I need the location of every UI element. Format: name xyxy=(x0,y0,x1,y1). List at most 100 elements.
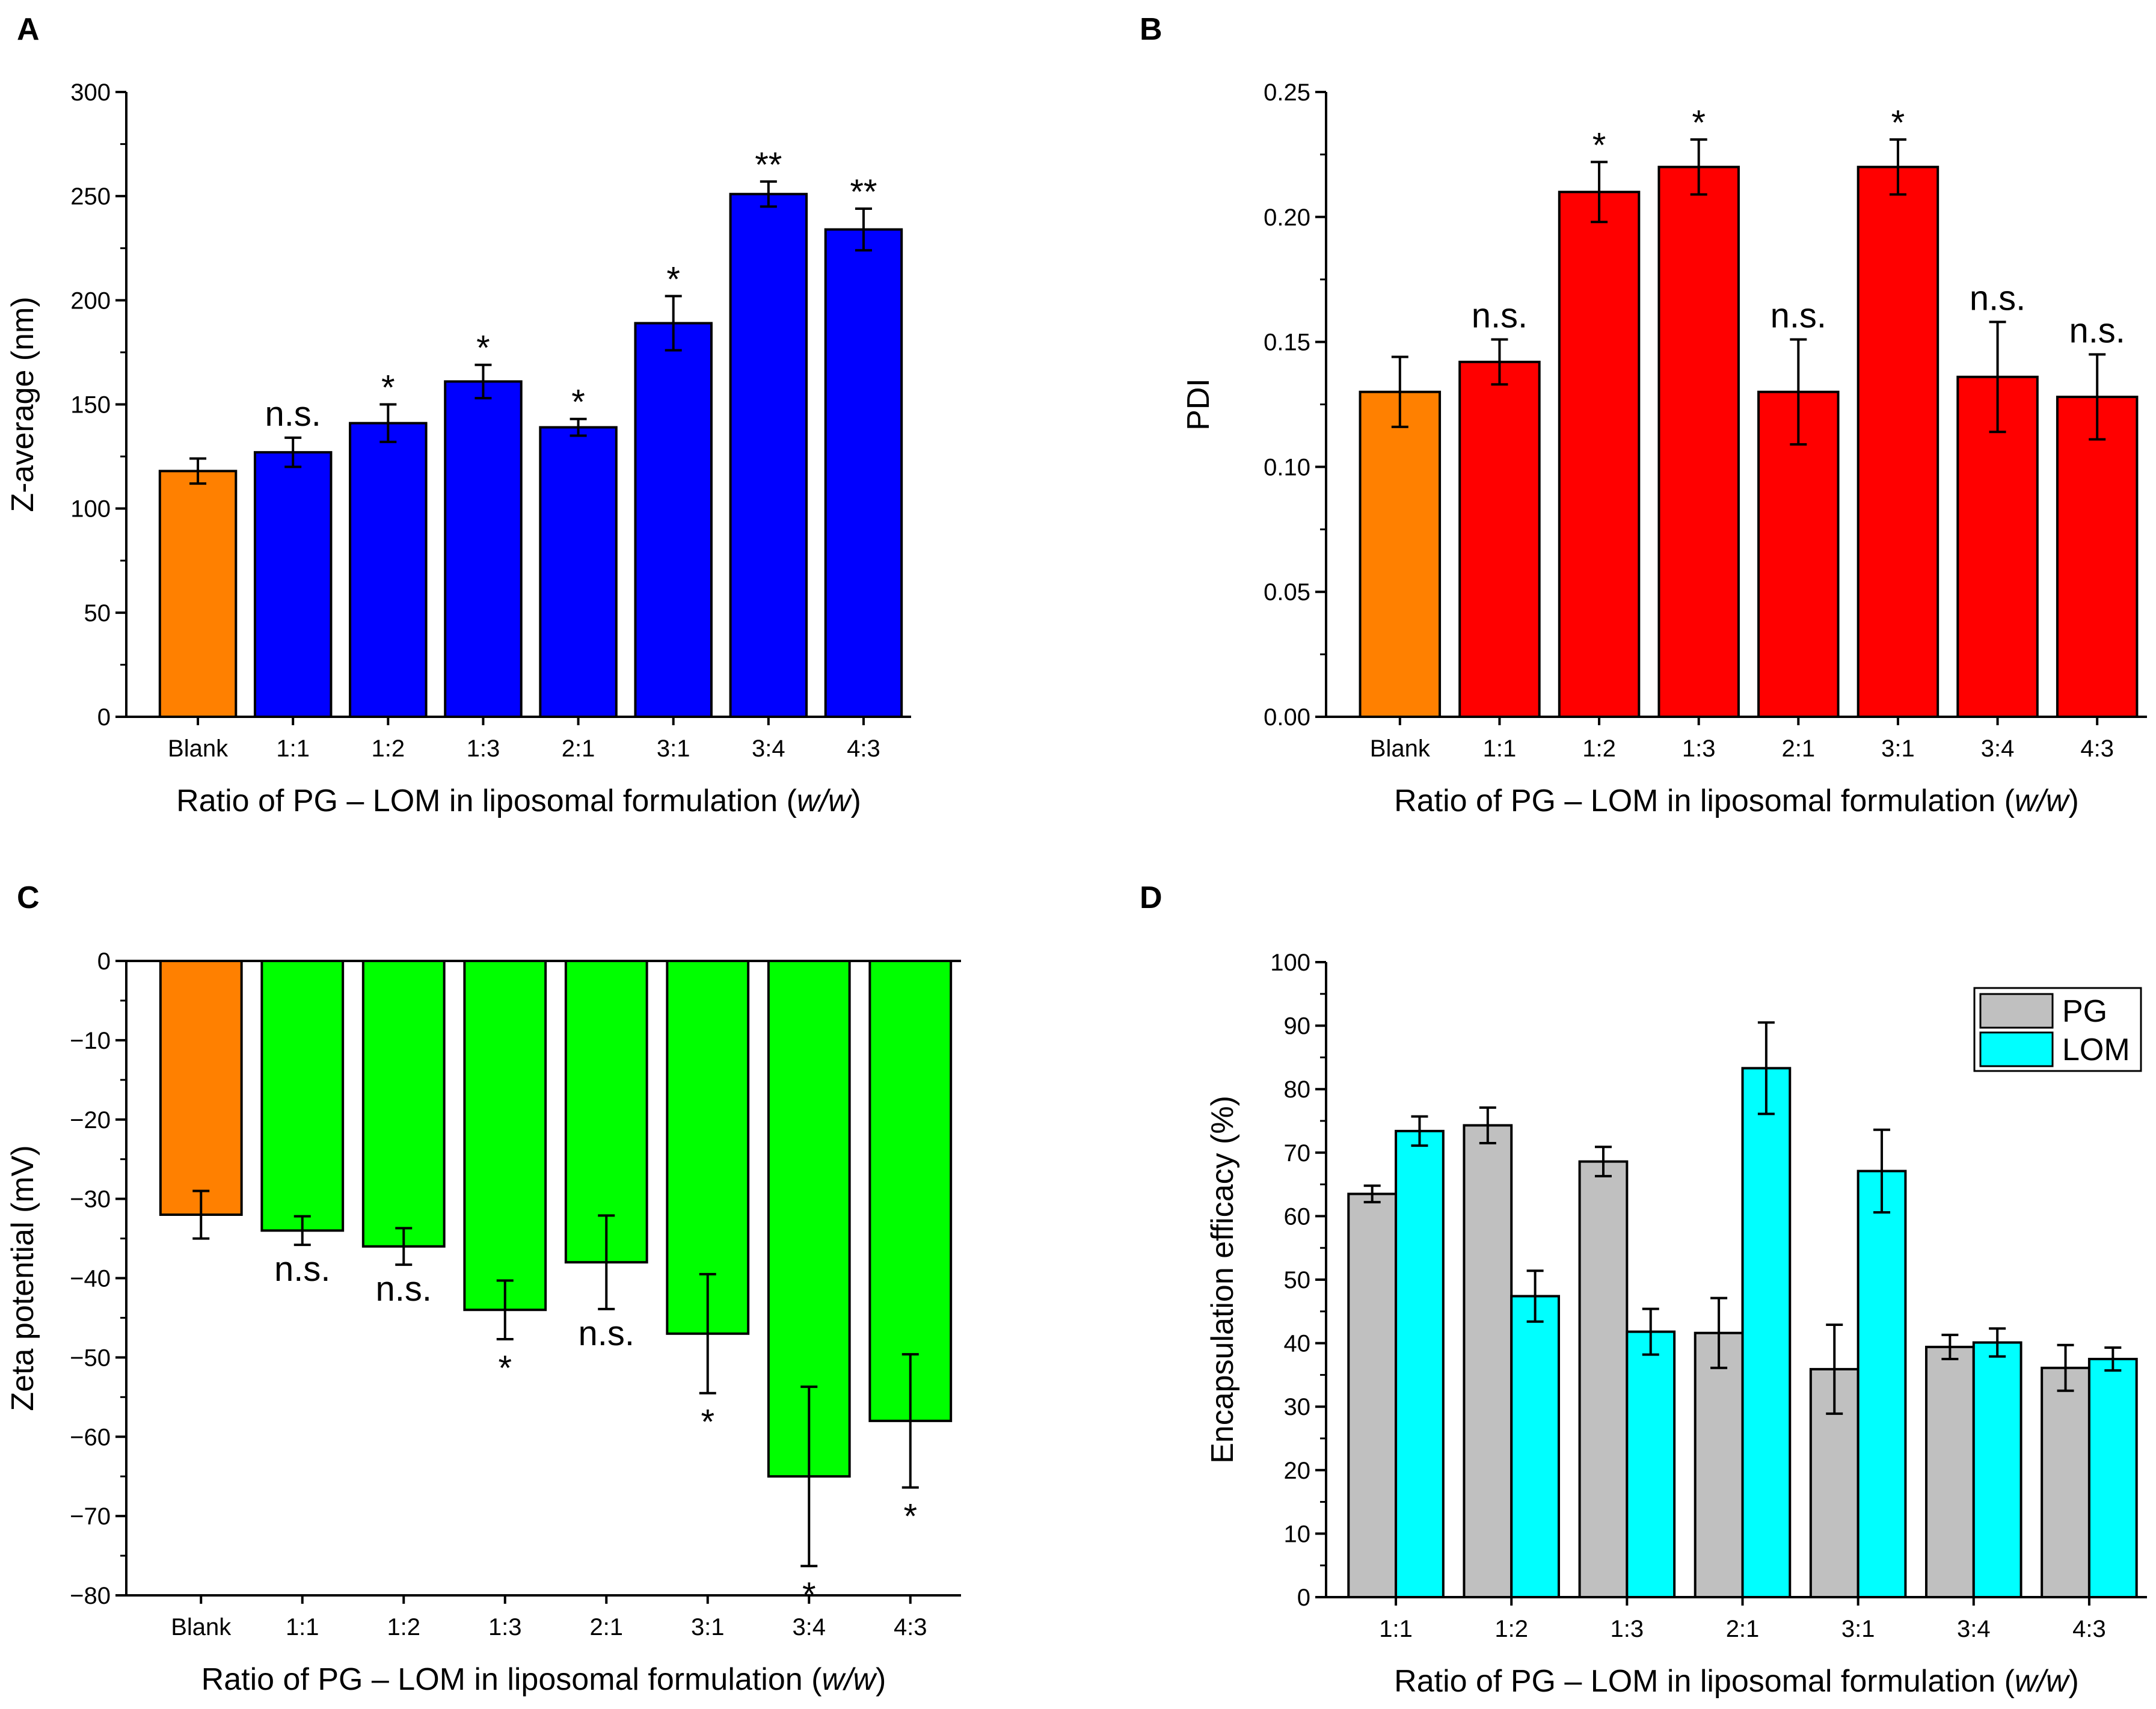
bar-lom-1:2 xyxy=(1510,1295,1560,1599)
x-tick-label: 4:3 xyxy=(2072,1616,2106,1642)
y-tick-label: 250 xyxy=(70,183,111,210)
bar-4:3 xyxy=(868,960,953,1422)
bar-pg-1:1 xyxy=(1347,1192,1398,1598)
bar-1:3 xyxy=(463,960,547,1312)
x-axis-title: Ratio of PG – LOM in liposomal formulati… xyxy=(1394,1664,2079,1699)
significance-label: ** xyxy=(850,173,877,212)
x-tick-label: 3:4 xyxy=(792,1614,826,1640)
significance-label: * xyxy=(498,1349,512,1388)
x-tick-label: 1:3 xyxy=(488,1614,522,1640)
y-tick-label: −80 xyxy=(70,1583,111,1609)
significance-label: n.s. xyxy=(376,1269,432,1309)
panel-b-label: B xyxy=(1140,12,1162,47)
x-tick-label: 1:3 xyxy=(1682,735,1716,762)
x-tick-label: 1:3 xyxy=(467,735,500,762)
y-tick-label: 0 xyxy=(1297,1585,1310,1611)
y-tick-label: 150 xyxy=(70,392,111,419)
x-axis-title: Ratio of PG – LOM in liposomal formulati… xyxy=(201,1662,886,1697)
panel-a-label: A xyxy=(17,12,40,47)
significance-label: * xyxy=(1592,126,1606,165)
y-axis-title: Z-average (nm) xyxy=(5,296,40,512)
bar-4:3 xyxy=(2056,396,2139,718)
bar-1:1 xyxy=(260,960,345,1232)
y-tick-label: 0.15 xyxy=(1264,330,1310,356)
y-tick-label: 100 xyxy=(70,496,111,523)
y-tick-label: 0 xyxy=(97,948,111,975)
y-tick-label: −40 xyxy=(70,1266,111,1292)
bar-Blank xyxy=(158,470,238,718)
significance-label: * xyxy=(571,383,585,422)
bar-1:3 xyxy=(444,380,523,718)
bar-4:3 xyxy=(824,228,903,718)
bar-1:2 xyxy=(349,422,428,718)
bar-lom-3:4 xyxy=(1972,1341,2022,1598)
significance-label: n.s. xyxy=(265,394,321,434)
bar-lom-4:3 xyxy=(2087,1358,2138,1598)
y-tick-label: 70 xyxy=(1284,1140,1311,1167)
bar-Blank xyxy=(159,960,243,1216)
significance-label: * xyxy=(666,260,680,299)
bar-Blank xyxy=(1359,390,1442,718)
x-tick-label: 1:2 xyxy=(1582,735,1616,762)
bar-pg-3:4 xyxy=(1925,1345,1975,1599)
y-tick-label: 50 xyxy=(1284,1267,1311,1293)
x-tick-label: 3:4 xyxy=(752,735,785,762)
x-tick-label: 1:2 xyxy=(372,735,405,762)
bar-lom-2:1 xyxy=(1741,1067,1792,1599)
legend-swatch-pg xyxy=(1979,993,2054,1029)
chart-c-zeta-potential: 0 −10 −20 −30 −40 −50 −60 −70 −80 Zeta potential … xyxy=(5,948,961,1697)
chart-a-z-average: 0 50 100 150 200 250 300 Z-average (nm) Ratio of… xyxy=(5,79,911,818)
y-axis-title: Zeta potential (mV) xyxy=(5,1145,40,1411)
x-tick-label: 2:1 xyxy=(589,1614,623,1640)
x-tick-label: 2:1 xyxy=(562,735,595,762)
x-tick-label: Blank xyxy=(168,735,229,762)
y-tick-label: 20 xyxy=(1284,1458,1311,1484)
legend-label-lom: LOM xyxy=(2062,1032,2130,1067)
y-tick-label: 10 xyxy=(1284,1521,1311,1547)
x-tick-label: Blank xyxy=(171,1614,232,1640)
bar-1:3 xyxy=(1657,165,1740,718)
y-tick-label: 0.25 xyxy=(1264,79,1310,106)
x-axis-title: Ratio of PG – LOM in liposomal formulati… xyxy=(1394,784,2079,818)
significance-label: * xyxy=(903,1497,917,1536)
y-tick-label: 100 xyxy=(1270,950,1310,976)
y-tick-label: 0 xyxy=(97,704,111,731)
panel-c-label: C xyxy=(17,880,40,915)
x-tick-label: 4:3 xyxy=(894,1614,927,1640)
x-tick-label: 3:1 xyxy=(691,1614,725,1640)
bar-3:1 xyxy=(1857,165,1939,718)
chart-d-encapsulation-efficacy: 0 10 20 30 40 50 60 70 80 90 100 Encapsulation effi… xyxy=(1205,950,2147,1699)
legend-label-pg: PG xyxy=(2062,994,2107,1029)
y-tick-label: 0.00 xyxy=(1264,704,1310,731)
y-tick-label: 90 xyxy=(1284,1013,1311,1040)
significance-label: * xyxy=(476,329,490,368)
bar-pg-4:3 xyxy=(2041,1366,2090,1598)
bar-1:1 xyxy=(253,451,333,718)
x-tick-label: 1:3 xyxy=(1611,1616,1644,1642)
significance-label: n.s. xyxy=(1970,278,2026,318)
x-tick-label: 2:1 xyxy=(1782,735,1816,762)
x-tick-label: Blank xyxy=(1370,735,1431,762)
x-tick-label: 2:1 xyxy=(1726,1616,1760,1642)
y-axis-title: Encapsulation efficacy (%) xyxy=(1205,1096,1240,1464)
significance-label: * xyxy=(701,1403,714,1442)
y-tick-label: 0.05 xyxy=(1264,579,1310,606)
bar-1:1 xyxy=(1458,360,1541,718)
y-tick-label: 200 xyxy=(70,287,111,314)
y-tick-label: −60 xyxy=(70,1424,111,1450)
bar-1:2 xyxy=(361,960,446,1248)
x-tick-label: 4:3 xyxy=(2080,735,2114,762)
bar-pg-2:1 xyxy=(1694,1331,1744,1599)
x-tick-label: 1:2 xyxy=(1494,1616,1528,1642)
y-tick-label: 0.20 xyxy=(1264,204,1310,231)
significance-label: n.s. xyxy=(1771,296,1827,335)
x-tick-label: 3:1 xyxy=(657,735,690,762)
significance-label: n.s. xyxy=(2069,311,2125,350)
x-tick-label: 1:2 xyxy=(387,1614,420,1640)
y-tick-label: 300 xyxy=(70,79,111,106)
bar-lom-3:1 xyxy=(1857,1170,1907,1598)
y-tick-label: 50 xyxy=(84,600,111,627)
bar-3:1 xyxy=(634,322,713,718)
y-tick-label: 80 xyxy=(1284,1076,1311,1103)
